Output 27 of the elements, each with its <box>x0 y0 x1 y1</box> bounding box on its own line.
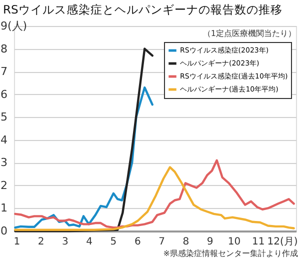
y-tick-label: 3 <box>0 156 8 170</box>
x-tick-label: 10 <box>228 236 241 248</box>
annotation: （1定点医療機関当たり） <box>202 29 296 38</box>
x-tick-label: 11 <box>252 236 265 248</box>
x-tick-label: 12(月) <box>267 236 298 248</box>
y-tick-label: 1 <box>0 202 8 215</box>
x-tick-label: 1 <box>14 236 20 248</box>
y-tick-label: 2 <box>0 178 8 192</box>
x-tick-label: 8 <box>182 236 190 248</box>
y-tick-label: 8 <box>0 42 8 56</box>
line-series <box>14 86 154 229</box>
y-tick-label: 5 <box>0 110 8 124</box>
x-tick-label: 4 <box>86 236 93 248</box>
line-series <box>14 48 154 232</box>
y-tick-label: 7 <box>0 65 8 78</box>
y-tick-label: 9(人) <box>0 20 28 32</box>
x-tick-label: 3 <box>62 236 68 248</box>
x-tick-label: 9 <box>206 236 214 248</box>
x-tick-label: 7 <box>158 236 165 248</box>
chart-title: RSウイルス感染症とヘルパンギーナの報告数の推移 <box>3 2 282 16</box>
text: ※県感染症情報センター集計より作成 <box>163 249 298 258</box>
x-tick-label: 5 <box>110 236 117 248</box>
x-tick-label: 6 <box>134 236 141 248</box>
y-tick-label: 0 <box>0 224 8 238</box>
y-tick-label: 4 <box>0 133 8 146</box>
y-tick-label: 6 <box>0 88 8 101</box>
x-tick-label: 2 <box>38 236 44 248</box>
